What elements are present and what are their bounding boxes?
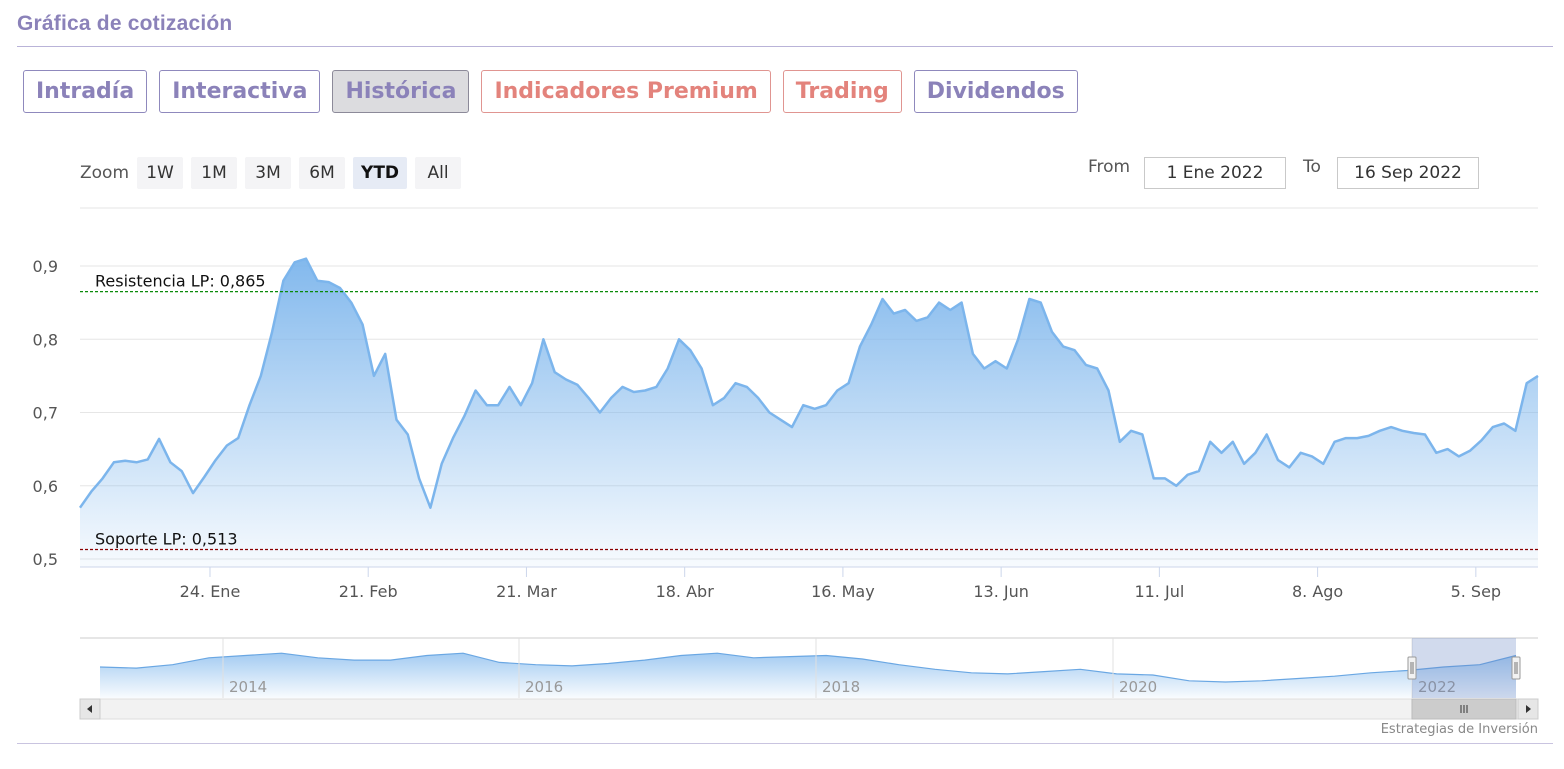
y-tick-label: 0,8 — [33, 330, 58, 349]
zoom-label: Zoom — [80, 163, 130, 183]
x-tick-label: 11. Jul — [1134, 582, 1184, 601]
to-label: To — [1303, 157, 1321, 177]
section-title: Gráfica de cotización — [17, 12, 233, 35]
x-tick-label: 13. Jun — [973, 582, 1029, 601]
bottom-divider — [17, 743, 1553, 744]
x-tick-label: 16. May — [811, 582, 875, 601]
x-tick-label: 5. Sep — [1451, 582, 1502, 601]
tab-indicadores-premium[interactable]: Indicadores Premium — [481, 70, 771, 113]
x-tick-label: 18. Abr — [656, 582, 715, 601]
section-divider — [17, 46, 1553, 47]
zoom-1w-button[interactable]: 1W — [137, 157, 184, 189]
chevron-left-icon — [87, 705, 92, 713]
price-line — [78, 257, 1539, 509]
zoom-ytd-button[interactable]: YTD — [353, 157, 408, 189]
tab-interactiva[interactable]: Interactiva — [159, 70, 321, 113]
zoom-6m-button[interactable]: 6M — [299, 157, 346, 189]
navigator-line — [99, 652, 1517, 683]
y-tick-label: 0,7 — [33, 404, 58, 423]
tab-historica[interactable]: Histórica — [332, 70, 470, 113]
navigator-tick-label: 2018 — [822, 678, 860, 696]
tab-dividendos[interactable]: Dividendos — [913, 70, 1078, 113]
chart-tabs: Intradía Interactiva Histórica Indicadores … — [23, 70, 1078, 113]
x-tick-label: 8. Ago — [1292, 582, 1343, 601]
x-tick-label: 21. Feb — [339, 582, 398, 601]
navigator-tick-label: 2022 — [1418, 678, 1456, 696]
price-area-fill — [80, 258, 1538, 567]
x-tick-label: 24. Ene — [180, 582, 241, 601]
navigator-tick-label: 2020 — [1119, 678, 1157, 696]
y-tick-label: 0,9 — [33, 257, 58, 276]
zoom-all-button[interactable]: All — [415, 157, 462, 189]
from-date-input[interactable]: 1 Ene 2022 — [1144, 157, 1286, 189]
navigator-selected-range[interactable] — [1412, 638, 1516, 698]
navigator-left-handle[interactable] — [1407, 656, 1417, 680]
tab-intradia[interactable]: Intradía — [23, 70, 148, 113]
chevron-right-icon — [1526, 705, 1531, 713]
navigator-right-handle[interactable] — [1511, 656, 1521, 680]
navigator-tick-label: 2016 — [525, 678, 563, 696]
y-tick-label: 0,6 — [33, 477, 58, 496]
zoom-1m-button[interactable]: 1M — [191, 157, 238, 189]
to-date-input[interactable]: 16 Sep 2022 — [1337, 157, 1479, 189]
from-label: From — [1088, 157, 1131, 177]
tab-trading[interactable]: Trading — [782, 70, 902, 113]
navigator-tick-label: 2014 — [229, 678, 267, 696]
x-tick-label: 21. Mar — [496, 582, 557, 601]
zoom-controls: Zoom 1W 1M 3M 6M YTD All — [80, 157, 462, 189]
navigator-area — [100, 653, 1516, 698]
credit-text: Estrategias de Inversión — [1380, 722, 1538, 737]
zoom-3m-button[interactable]: 3M — [245, 157, 292, 189]
scrollbar-track — [79, 698, 1539, 720]
resistance-label: Resistencia LP: 0,865 — [95, 272, 266, 291]
support-label: Soporte LP: 0,513 — [95, 529, 238, 548]
y-tick-label: 0,5 — [33, 550, 58, 569]
